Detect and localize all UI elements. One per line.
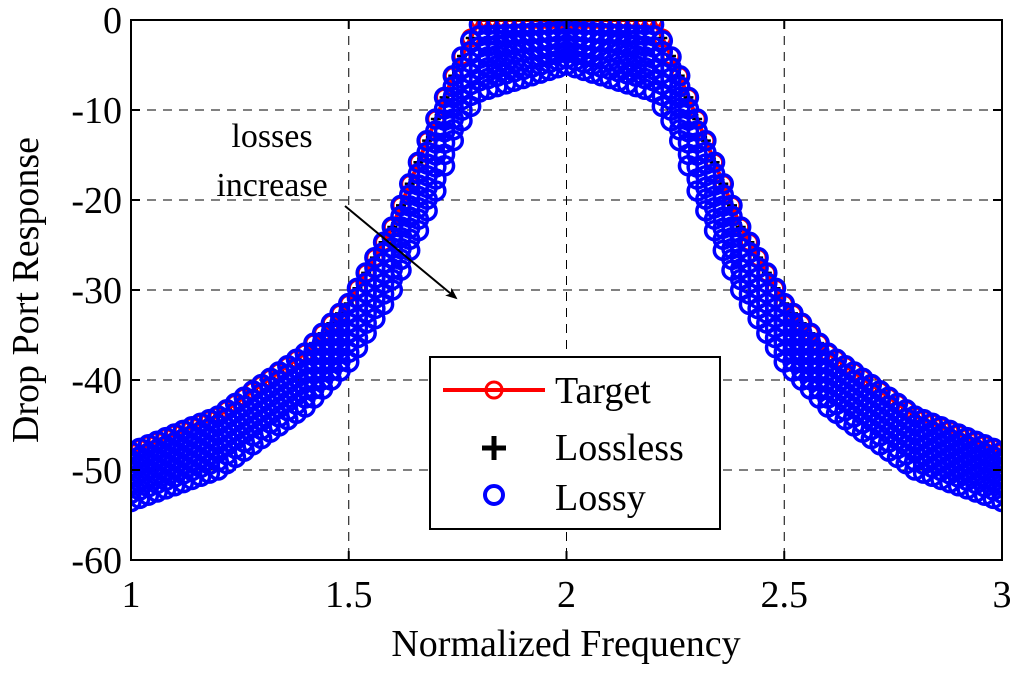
legend-item-target: Target [443,370,651,412]
annotation-arrow [344,205,458,300]
data-area [131,20,1002,513]
legend-lossy-label: Lossy [555,477,646,519]
lossy-point [407,219,430,242]
legend-lossy-marker [483,484,505,506]
lossy-point [695,200,717,222]
y-axis-title: Drop Port Response [5,137,47,443]
x-tick-label: 2.5 [761,574,809,616]
lossy-point [686,180,708,202]
annotation-losses-increase: losses increase [216,118,458,300]
x-tick-label: 3 [993,574,1012,616]
y-tick-label: -30 [71,270,122,312]
lossy-point [991,490,1002,513]
lossy-point [433,155,456,177]
legend-target-marker [484,380,504,400]
lossy-point [390,259,412,281]
legend-box [429,356,721,530]
annotation-line2: increase [216,167,327,204]
lossy-point [703,219,726,242]
y-tick-label: -20 [71,180,122,222]
x-tick-label: 2 [557,574,576,616]
y-tick-label: -40 [71,360,122,402]
lossy-point [712,239,735,262]
lossy-point [677,155,700,177]
lossy-point [721,259,743,281]
axis-ticks: 1 1.5 2 2.5 3 0 -10 -20 -30 -40 -50 -60 [71,0,1011,616]
legend-lossless-marker [482,436,506,460]
legend-item-lossy: Lossy [483,477,646,519]
lossy-point [442,129,465,152]
lossy-point [425,180,447,202]
x-axis-title: Normalized Frequency [391,623,740,665]
x-tick-label: 1.5 [325,574,373,616]
y-tick-label: -50 [71,450,122,492]
legend: Target Lossless Lossy [429,356,721,530]
legend-lossless-label: Lossless [555,427,684,469]
legend-item-lossless: Lossless [482,427,684,469]
lossy-point [660,110,682,132]
lossy-point [416,200,438,222]
y-tick-label: -60 [71,540,122,582]
lossy-point [668,129,691,152]
legend-target-label: Target [555,370,651,412]
lossy-series-markers [131,20,1002,513]
lossy-point [381,279,404,301]
x-tick-label: 1 [122,574,141,616]
y-tick-label: 0 [103,0,122,42]
annotation-line1: losses [231,118,312,155]
y-tick-label: -10 [71,90,122,132]
